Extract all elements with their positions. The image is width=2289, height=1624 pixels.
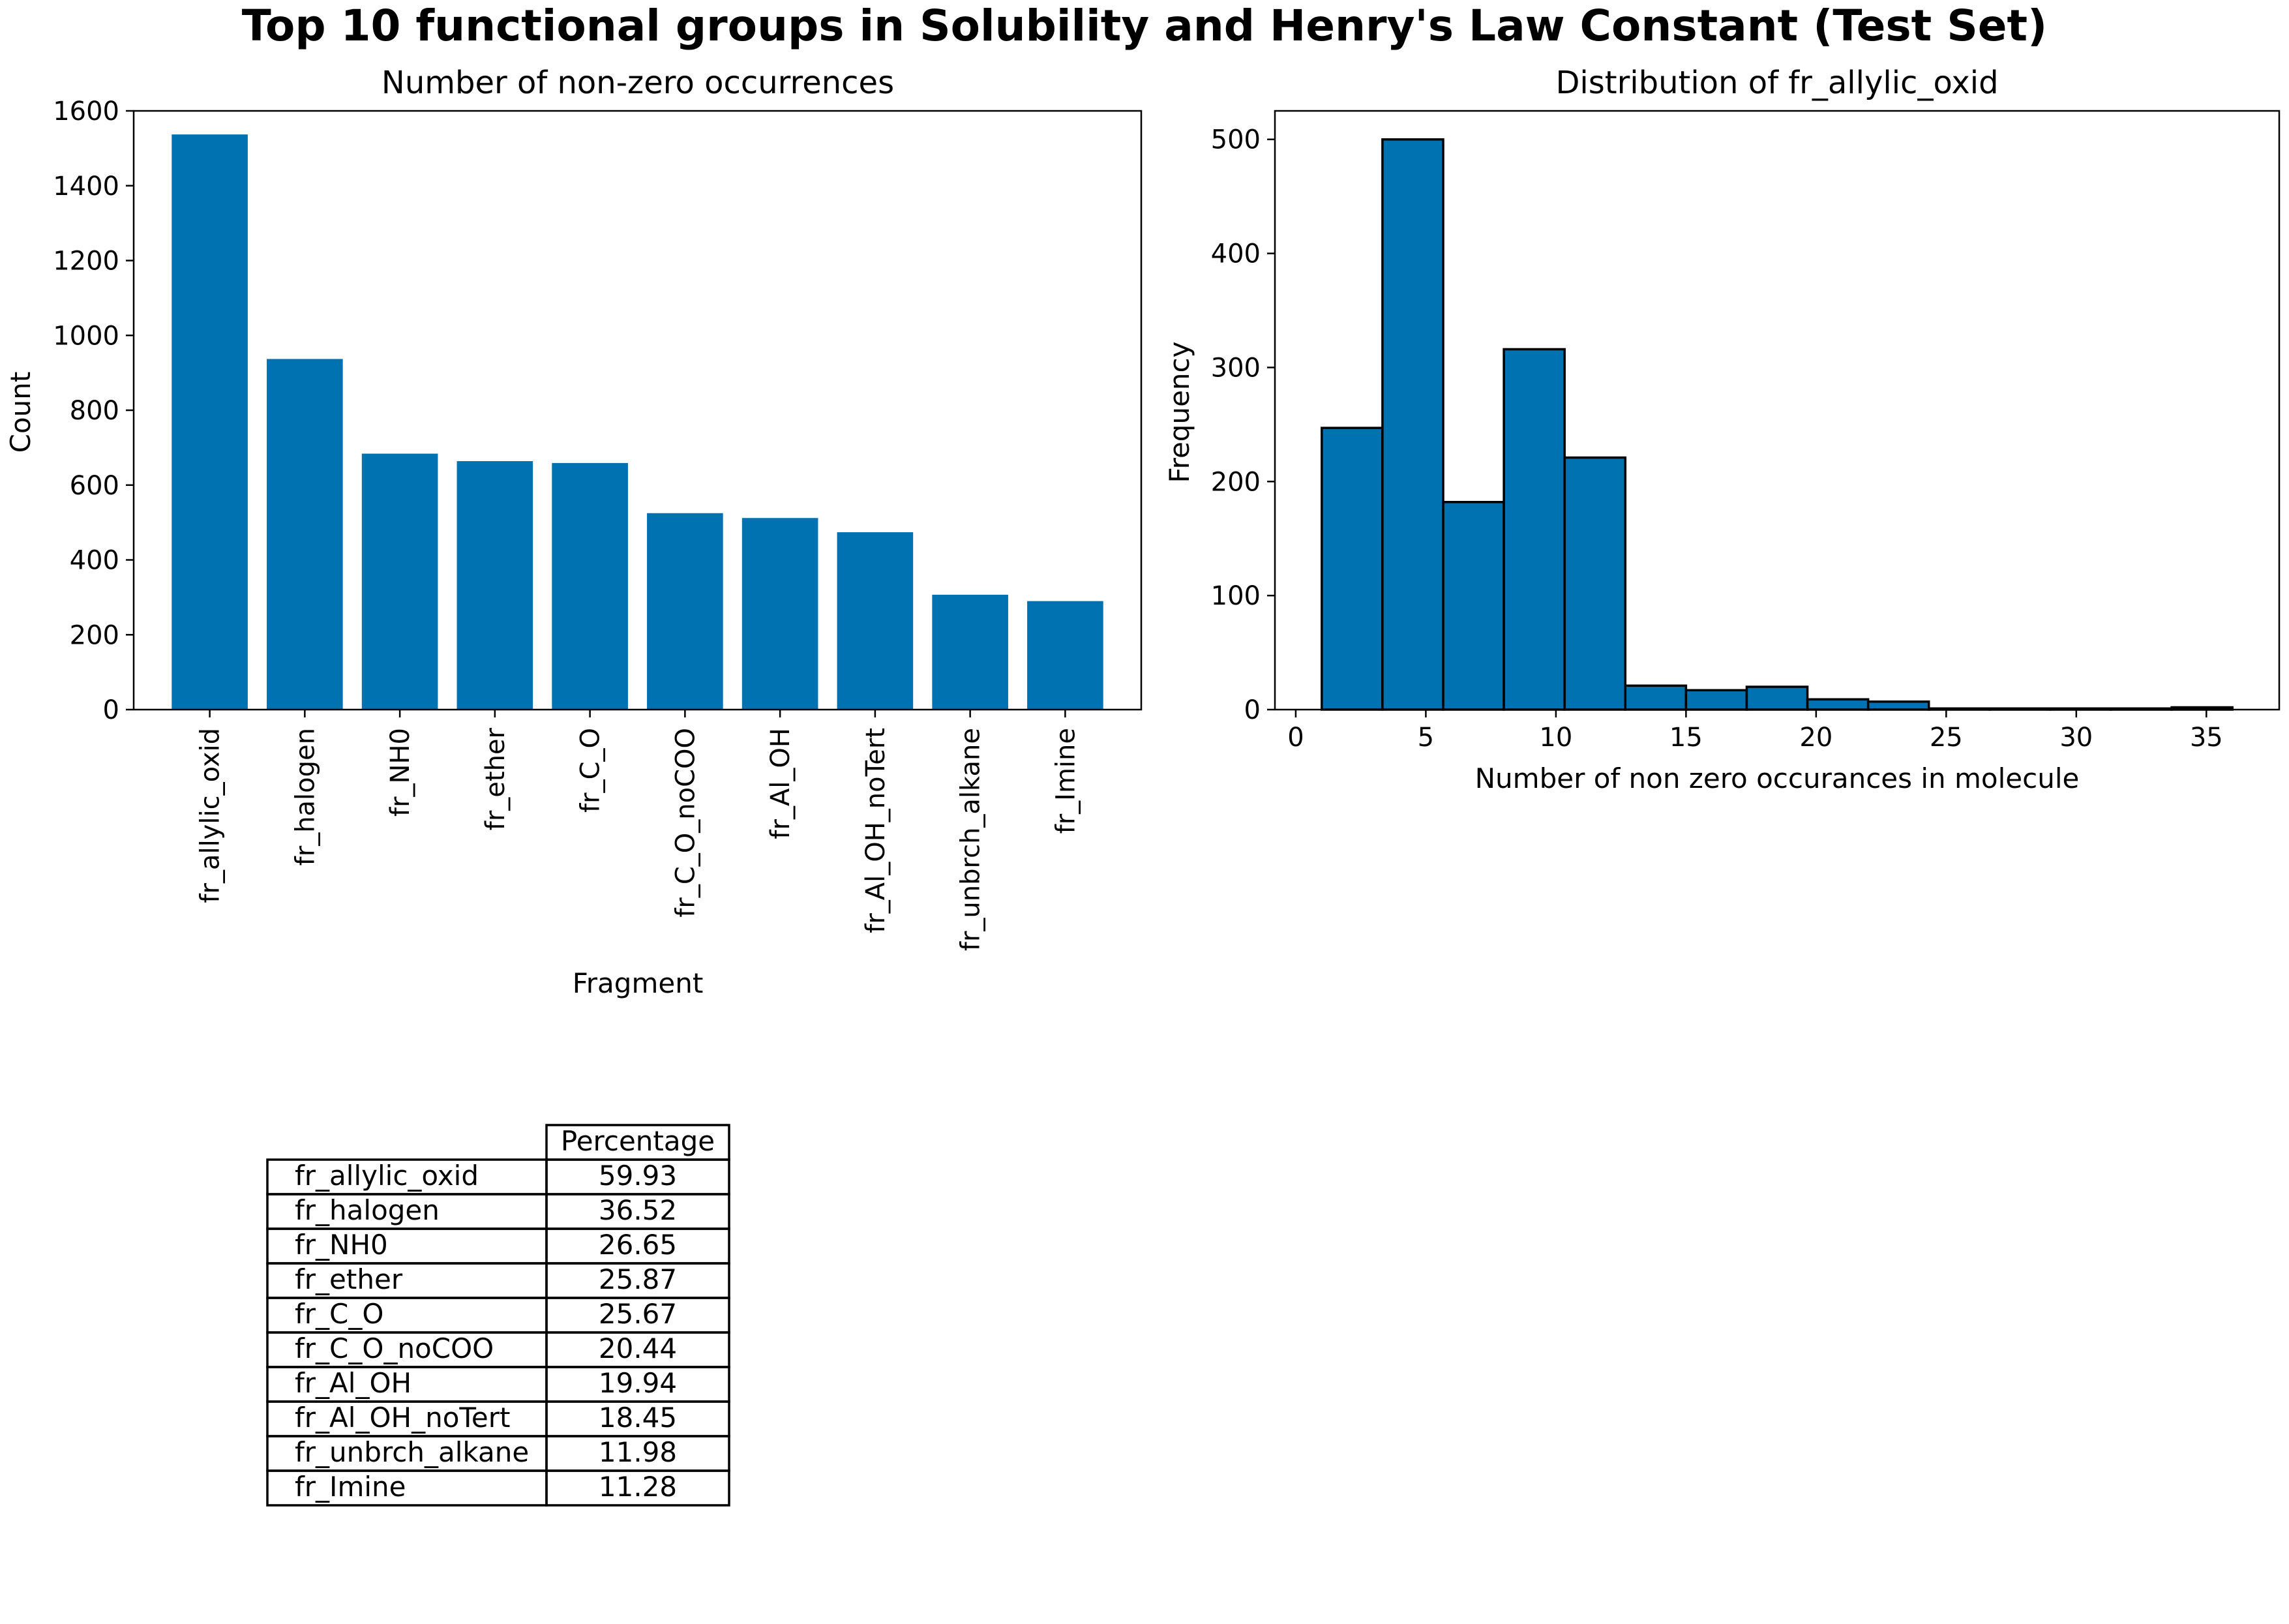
histogram-title: Distribution of fr_allylic_oxid — [1555, 65, 1998, 101]
hist-bin-0 — [1321, 427, 1384, 711]
bar-fr_C_O_noCOO — [647, 513, 723, 710]
x-tick-label-fr_Al_OH: fr_Al_OH — [766, 728, 796, 839]
hist-y-tick-label-0: 0 — [1244, 695, 1261, 725]
table-row-label: fr_Al_OH — [295, 1367, 411, 1399]
hist-x-tick-label-25: 25 — [1930, 723, 1963, 753]
table-column-header: Percentage — [561, 1125, 715, 1157]
hist-x-tick-label-30: 30 — [2059, 723, 2093, 753]
bar-fr_NH0 — [361, 453, 438, 710]
table-row-value: 26.65 — [599, 1229, 677, 1261]
table-row-value: 18.45 — [599, 1402, 677, 1434]
bar-fr_halogen — [267, 359, 343, 710]
y-tick-label-1400: 1400 — [53, 172, 119, 202]
hist-bin-5 — [1624, 684, 1688, 711]
y-tick-label-1600: 1600 — [53, 97, 119, 127]
x-tick-label-fr_Imine: fr_Imine — [1051, 728, 1081, 834]
bar-fr_Al_OH_noTert — [837, 532, 914, 710]
hist-bin-9 — [1866, 700, 1930, 711]
x-tick-label-fr_NH0: fr_NH0 — [385, 728, 415, 817]
x-tick-label-fr_C_O: fr_C_O — [576, 728, 606, 813]
hist-y-tick-label-300: 300 — [1211, 353, 1261, 383]
hist-x-tick-label-10: 10 — [1539, 723, 1572, 753]
bar-fr_Imine — [1027, 601, 1103, 710]
table-row-label: fr_allylic_oxid — [295, 1160, 479, 1192]
histogram-ylabel: Frequency — [1163, 342, 1195, 483]
bar-chart-title: Number of non-zero occurrences — [382, 65, 894, 101]
x-tick-label-fr_halogen: fr_halogen — [290, 728, 320, 865]
table-row-label: fr_C_O — [295, 1298, 383, 1330]
bar-fr_unbrch_alkane — [932, 594, 1008, 710]
bar-fr_allylic_oxid — [172, 134, 248, 710]
hist-bin-8 — [1806, 698, 1870, 711]
bar-fr_C_O — [552, 462, 628, 710]
hist-x-tick-label-35: 35 — [2190, 723, 2223, 753]
bar-chart-xlabel: Fragment — [573, 967, 704, 999]
hist-x-tick-label-5: 5 — [1418, 723, 1434, 753]
y-tick-label-600: 600 — [70, 471, 119, 501]
table-row-value-cell — [545, 1469, 730, 1507]
percentage-table: Percentage fr_allylic_oxid 59.93 fr_halogen… — [266, 1124, 730, 1507]
hist-y-tick-label-500: 500 — [1211, 125, 1261, 155]
hist-bin-6 — [1684, 689, 1748, 711]
table-row-label: fr_ether — [295, 1263, 403, 1295]
hist-x-tick-label-15: 15 — [1669, 723, 1703, 753]
x-tick-label-fr_ether: fr_ether — [481, 727, 511, 830]
hist-x-tick-label-0: 0 — [1287, 723, 1304, 753]
table-row-value: 19.94 — [599, 1367, 677, 1399]
table-row-label: fr_unbrch_alkane — [295, 1436, 529, 1468]
x-tick-label-fr_C_O_noCOO: fr_C_O_noCOO — [670, 728, 700, 918]
y-tick-label-0: 0 — [103, 695, 119, 725]
histogram-xlabel: Number of non zero occurances in molecul… — [1475, 762, 2080, 794]
y-tick-label-1200: 1200 — [53, 247, 119, 277]
hist-bin-1 — [1381, 138, 1444, 711]
hist-y-tick-label-200: 200 — [1211, 467, 1261, 497]
hist-y-tick-label-100: 100 — [1211, 581, 1261, 611]
table-row-value: 20.44 — [599, 1332, 677, 1364]
table-row-label: fr_NH0 — [295, 1229, 388, 1261]
bar-fr_ether — [456, 461, 533, 710]
bar-chart-frame — [132, 110, 1143, 711]
bar-chart-occurrences: Number of non-zero occurrences Fragment … — [5, 65, 1143, 999]
hist-x-tick-label-20: 20 — [1799, 723, 1833, 753]
table-row-label: fr_C_O_noCOO — [295, 1332, 494, 1364]
table-row-label: fr_halogen — [295, 1194, 440, 1226]
hist-bin-3 — [1503, 348, 1566, 711]
histogram-frame — [1274, 110, 2281, 711]
x-tick-label-fr_allylic_oxid: fr_allylic_oxid — [196, 728, 226, 903]
table-row-label: fr_Imine — [295, 1471, 406, 1503]
table-row-value: 25.67 — [599, 1298, 677, 1330]
hist-y-tick-label-400: 400 — [1211, 239, 1261, 269]
y-tick-label-200: 200 — [70, 620, 119, 650]
x-tick-label-fr_unbrch_alkane: fr_unbrch_alkane — [956, 728, 986, 951]
hist-bin-2 — [1442, 501, 1505, 711]
histogram-allylic-oxid: Distribution of fr_allylic_oxid Number o… — [1163, 65, 2281, 794]
bar-fr_Al_OH — [741, 518, 818, 710]
table-row-value: 59.93 — [599, 1160, 677, 1192]
y-tick-label-400: 400 — [70, 546, 119, 576]
figure-suptitle: Top 10 functional groups in Solubility a… — [242, 1, 2047, 51]
y-tick-label-1000: 1000 — [53, 321, 119, 351]
table-row-value: 11.28 — [599, 1471, 677, 1503]
hist-bin-7 — [1745, 685, 1809, 711]
table-row-value: 11.98 — [599, 1436, 677, 1468]
y-tick-label-800: 800 — [70, 396, 119, 426]
bar-chart-ylabel: Count — [5, 372, 37, 453]
hist-bin-4 — [1563, 456, 1627, 711]
table-row-value: 36.52 — [599, 1194, 677, 1226]
table-row-label: fr_Al_OH_noTert — [295, 1402, 511, 1434]
x-tick-label-fr_Al_OH_noTert: fr_Al_OH_noTert — [861, 728, 891, 933]
table-row-value: 25.87 — [599, 1263, 677, 1295]
